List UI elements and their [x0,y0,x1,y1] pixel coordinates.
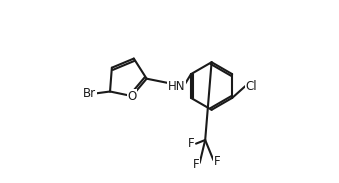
Text: O: O [127,89,137,103]
Text: Br: Br [83,87,97,100]
Text: HN: HN [168,79,185,93]
Text: F: F [193,158,199,171]
Text: Cl: Cl [245,79,257,93]
Text: F: F [188,137,195,150]
Text: F: F [214,155,220,169]
